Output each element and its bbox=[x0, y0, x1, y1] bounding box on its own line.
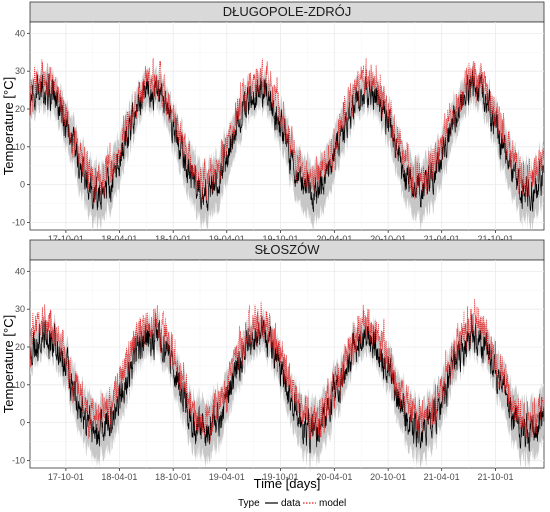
y-tick-label: -10 bbox=[12, 455, 25, 465]
series-line-model bbox=[29, 58, 545, 204]
legend: Type data model bbox=[238, 498, 346, 509]
strip-title: SŁOSZÓW bbox=[254, 242, 320, 257]
x-tick-label: 19-04-01 bbox=[209, 472, 245, 482]
y-tick-label: 30 bbox=[15, 66, 25, 76]
y-tick-label: 30 bbox=[15, 304, 25, 314]
x-tick-label: 21-04-01 bbox=[424, 234, 460, 244]
y-tick-label: 0 bbox=[20, 180, 25, 190]
y-tick-label: 0 bbox=[20, 418, 25, 428]
series-line-model bbox=[29, 298, 545, 443]
x-tick-label: 17-10-01 bbox=[48, 234, 84, 244]
y-ticks: -10 0 10 20 30 40 bbox=[12, 28, 30, 227]
x-ticks: 17-10-01 18-04-01 18-10-01 19-04-01 19-10-01… bbox=[48, 468, 513, 482]
y-tick-label: 10 bbox=[15, 142, 25, 152]
y-tick-label: 20 bbox=[15, 104, 25, 114]
x-ticks: 17-10-01 18-04-01 18-10-01 19-04-01 19-10-01… bbox=[48, 230, 513, 244]
panel-sloszow: SŁOSZÓW -10 0 10 20 30 40 17-10-01 18-04-01 18-… bbox=[1, 239, 545, 482]
legend-title: Type bbox=[238, 498, 260, 509]
series-model bbox=[29, 58, 545, 204]
strip-title: DŁUGOPOLE-ZDRÓJ bbox=[223, 4, 352, 19]
x-tick-label: 18-10-01 bbox=[155, 234, 191, 244]
x-tick-label: 19-10-01 bbox=[263, 234, 299, 244]
x-tick-label: 20-10-01 bbox=[370, 472, 406, 482]
x-tick-label: 18-04-01 bbox=[101, 472, 137, 482]
series-line-data bbox=[29, 314, 545, 454]
y-tick-label: -10 bbox=[12, 217, 25, 227]
x-tick-label: 18-10-01 bbox=[155, 472, 191, 482]
legend-label-data: data bbox=[281, 498, 301, 509]
x-tick-label: 19-10-01 bbox=[263, 472, 299, 482]
y-tick-label: 40 bbox=[15, 266, 25, 276]
y-tick-label: 10 bbox=[15, 380, 25, 390]
x-tick-label: 21-10-01 bbox=[477, 234, 513, 244]
x-tick-label: 21-04-01 bbox=[424, 472, 460, 482]
x-tick-label: 20-04-01 bbox=[316, 234, 352, 244]
x-tick-label: 19-04-01 bbox=[209, 234, 245, 244]
panel-dlugopole: DŁUGOPOLE-ZDRÓJ -10 0 10 20 30 40 17-10-01 18-… bbox=[1, 1, 545, 244]
y-axis-title: Temperature [°C] bbox=[1, 77, 16, 175]
y-tick-label: 40 bbox=[15, 28, 25, 38]
x-tick-label: 21-10-01 bbox=[477, 472, 513, 482]
y-ticks: -10 0 10 20 30 40 bbox=[12, 266, 30, 465]
y-tick-label: 20 bbox=[15, 342, 25, 352]
x-axis-title: Time [days] bbox=[254, 476, 321, 491]
legend-label-model: model bbox=[319, 498, 346, 509]
x-tick-label: 20-10-01 bbox=[370, 234, 406, 244]
y-axis-title: Temperature [°C] bbox=[1, 315, 16, 413]
x-tick-label: 20-04-01 bbox=[316, 472, 352, 482]
series-data bbox=[29, 314, 545, 454]
x-tick-label: 18-04-01 bbox=[101, 234, 137, 244]
x-tick-label: 17-10-01 bbox=[48, 472, 84, 482]
series-model bbox=[29, 298, 545, 443]
